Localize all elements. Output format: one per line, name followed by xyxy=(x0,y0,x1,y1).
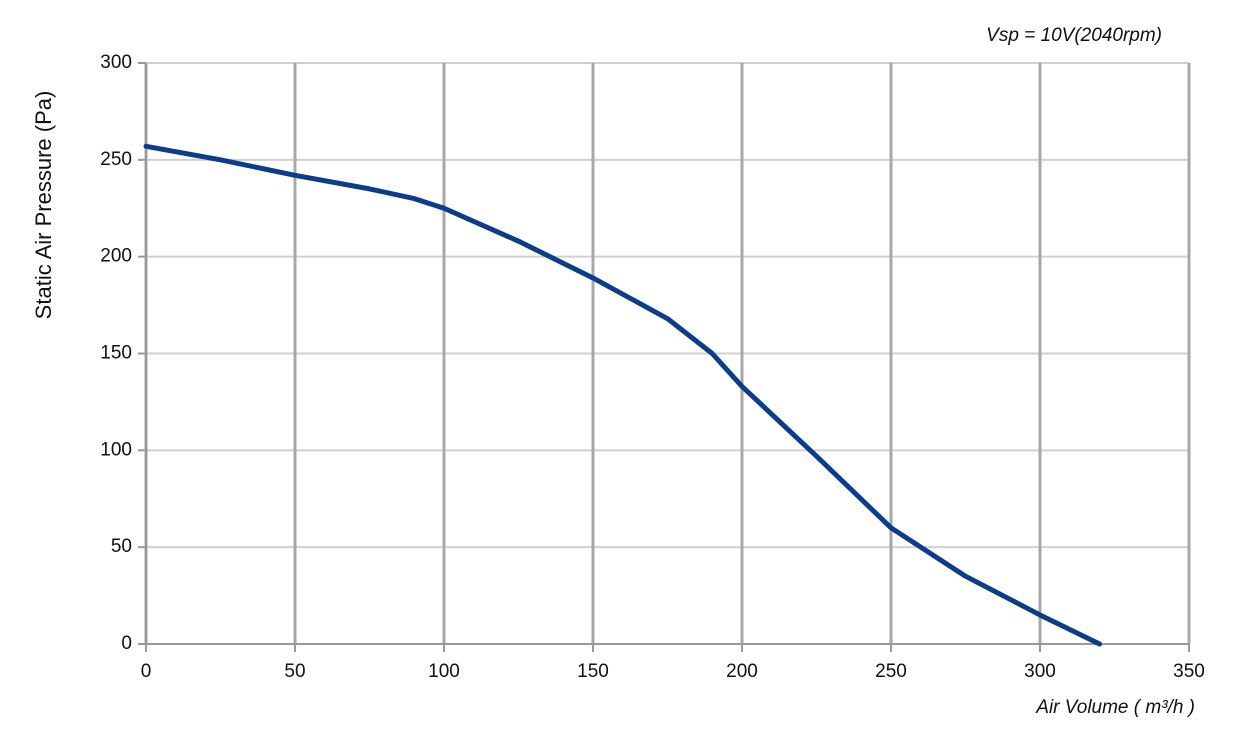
x-tick-label: 150 xyxy=(577,661,609,682)
annotation: Vsp = 10V(2040rpm) xyxy=(986,25,1162,46)
x-tick-label: 350 xyxy=(1173,661,1205,682)
x-tick-label: 250 xyxy=(875,661,907,682)
x-tick-label: 200 xyxy=(726,661,758,682)
y-tick-label: 300 xyxy=(100,52,132,73)
y-tick-label: 100 xyxy=(100,439,132,460)
y-tick-label: 50 xyxy=(111,536,132,557)
x-tick-label: 50 xyxy=(284,661,305,682)
x-tick-label: 0 xyxy=(141,661,152,682)
y-tick-label: 0 xyxy=(121,633,132,654)
y-tick-label: 150 xyxy=(100,343,132,364)
y-tick-label: 250 xyxy=(100,149,132,170)
data-line xyxy=(143,143,1103,647)
x-tick-label: 300 xyxy=(1024,661,1056,682)
y-tick-label: 200 xyxy=(100,246,132,267)
x-axis-label: Air Volume ( m³/h ) xyxy=(1035,697,1195,718)
x-tick-label: 100 xyxy=(428,661,460,682)
y-axis-label: Static Air Pressure (Pa) xyxy=(31,91,56,320)
